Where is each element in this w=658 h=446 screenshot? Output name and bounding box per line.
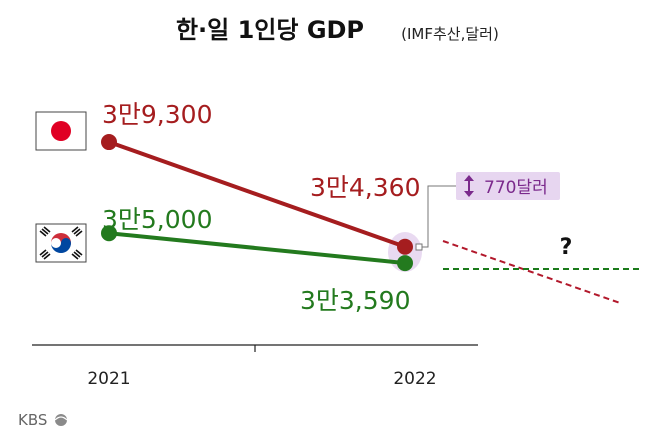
x-tick-label-2022: 2022 (393, 369, 436, 389)
data-label-korea-2022: 3만3,590 (300, 286, 410, 315)
data-point-korea-2021 (101, 225, 117, 242)
data-point-japan-2021 (101, 134, 117, 151)
gap-callout-connector (419, 185, 456, 248)
kbs-logo-text: KBS (18, 411, 47, 429)
projection-line-japan (442, 240, 621, 304)
x-tick-label-2021: 2021 (87, 369, 130, 389)
korea-flag-icon (35, 223, 87, 263)
data-label-japan-2021: 3만9,300 (102, 100, 212, 129)
data-label-korea-2021: 3만5,000 (102, 205, 212, 234)
gap-callout-marker (415, 243, 423, 251)
projection-question-mark: ? (560, 235, 573, 260)
series-line-japan (108, 140, 406, 249)
data-label-japan-2022: 3만4,360 (310, 173, 420, 202)
gap-callout-label: 770달러 (484, 178, 548, 198)
data-point-japan-2022 (397, 238, 413, 255)
japan-flag-icon (35, 111, 87, 151)
chart-title: 한·일 1인당 GDP (176, 16, 364, 44)
data-point-korea-2022 (397, 255, 413, 272)
kbs-logo: KBS (18, 411, 68, 429)
kbs-logo-icon (55, 414, 67, 426)
series-line-korea (108, 231, 406, 266)
gap-callout-box (456, 172, 560, 200)
chart-subtitle: (IMF추산,달러) (401, 25, 499, 43)
up-down-arrow-icon (464, 175, 474, 197)
